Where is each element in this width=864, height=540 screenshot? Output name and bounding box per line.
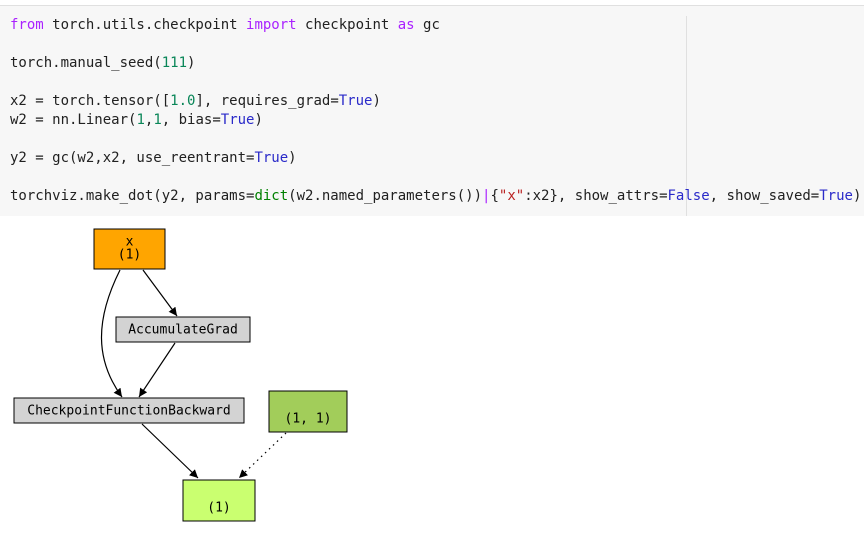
code-token: gc — [414, 17, 440, 33]
code-token: { — [490, 188, 499, 204]
node-box — [13, 397, 245, 424]
code: from torch.utils.checkpoint import check… — [10, 16, 861, 206]
code-token: False — [667, 188, 710, 204]
code-token: ) — [288, 150, 297, 166]
code-token: torch.utils.checkpoint — [43, 17, 247, 33]
code-token: , — [144, 112, 154, 128]
code-token: 1 — [153, 112, 162, 128]
code-token: dict — [254, 188, 289, 204]
edge — [142, 269, 178, 317]
node-label: AccumulateGrad — [128, 323, 238, 338]
code-token: import — [246, 17, 297, 33]
node-label: (1, 1) — [285, 412, 332, 427]
node-box — [268, 390, 348, 433]
code-token: (w2.named_parameters()) — [288, 188, 483, 204]
code-line: torch.manual_seed(111) — [10, 54, 861, 73]
code-token: 1.0 — [170, 93, 196, 109]
code-token: , bias= — [161, 112, 221, 128]
code-token: w2 = nn.Linear( — [10, 112, 137, 128]
edge — [100, 269, 123, 398]
code-token: from — [10, 17, 44, 33]
node-box — [93, 228, 166, 270]
node-box — [115, 316, 251, 343]
code-token: ) — [254, 112, 263, 128]
code-token: True — [338, 93, 373, 109]
code-token: ) — [187, 55, 196, 71]
node-label: x — [126, 235, 134, 250]
code-cell: from torch.utils.checkpoint import check… — [0, 5, 864, 216]
code-line: x2 = torch.tensor([1.0], requires_grad=T… — [10, 92, 861, 111]
code-token: checkpoint — [296, 17, 398, 33]
code-token: x2 = torch.tensor([ — [10, 93, 171, 109]
code-line: from torch.utils.checkpoint import check… — [10, 16, 861, 35]
code-token: ) — [372, 93, 381, 109]
code-token: torchviz.make_dot(y2, params= — [10, 188, 255, 204]
edge — [138, 342, 176, 398]
code-token: "x" — [498, 188, 525, 204]
code-token: ], requires_grad= — [195, 93, 339, 109]
code-token: | — [482, 188, 491, 204]
code-line: w2 = nn.Linear(1,1, bias=True) — [10, 111, 861, 130]
code-token: y2 = gc(w2,x2, use_reentrant= — [10, 150, 255, 166]
code-token: True — [819, 188, 853, 204]
code-token: as — [397, 17, 415, 33]
code-line: torchviz.make_dot(y2, params=dict(w2.nam… — [10, 187, 861, 206]
edge — [238, 432, 287, 479]
node-box — [182, 479, 256, 522]
nodes: x(1)AccumulateGradCheckpointFunctionBack… — [13, 228, 348, 522]
code-token: , show_saved= — [709, 188, 820, 204]
code-token: 1 — [136, 112, 145, 128]
code-token: True — [254, 150, 289, 166]
edge — [141, 423, 199, 479]
code-token: True — [220, 112, 255, 128]
code-token: :x2}, show_attrs= — [524, 188, 668, 204]
node-label: (1) — [118, 248, 141, 263]
code-token: 111 — [161, 55, 188, 71]
node-label: (1) — [207, 501, 230, 516]
code-token: torch.manual_seed( — [10, 55, 162, 71]
node-label: CheckpointFunctionBackward — [27, 404, 231, 419]
ruler — [686, 16, 687, 216]
code-token: ) — [852, 188, 862, 204]
code-line: y2 = gc(w2,x2, use_reentrant=True) — [10, 149, 861, 168]
edges — [100, 269, 287, 479]
